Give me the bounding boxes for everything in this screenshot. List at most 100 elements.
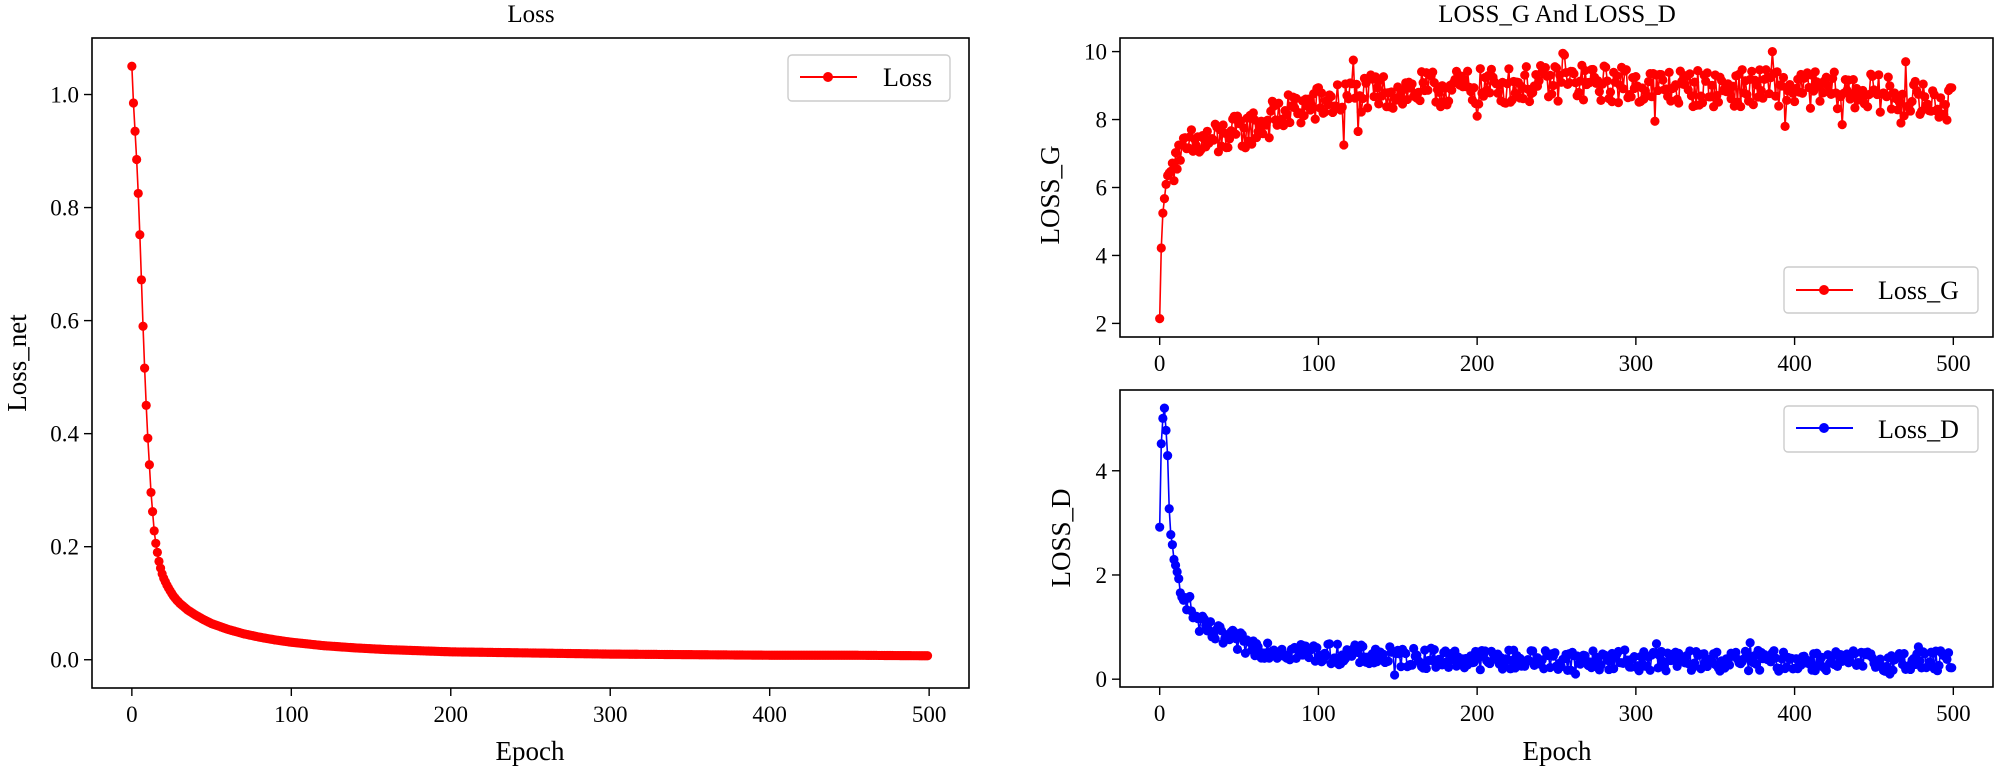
loss-g-data-point xyxy=(1156,243,1166,253)
loss-g-data-point xyxy=(1443,96,1454,106)
loss-g-data-point xyxy=(1736,101,1746,112)
loss-d-chart-x-label: Epoch xyxy=(1523,736,1592,766)
loss-d-data-point xyxy=(1324,639,1335,649)
loss-g-data-point xyxy=(1296,118,1306,128)
loss-g-data-point xyxy=(1837,120,1847,130)
loss-d-data-point xyxy=(1550,648,1560,658)
loss-d-data-point xyxy=(1661,666,1671,676)
loss-d-data-point xyxy=(1161,425,1171,435)
loss-g-data-point xyxy=(1883,72,1893,82)
loss-d-data-point xyxy=(1321,651,1331,661)
loss-d-legend-marker xyxy=(1819,423,1829,433)
loss-d-data-point xyxy=(1580,651,1590,661)
loss-g-data-point xyxy=(1588,64,1598,75)
loss-g-data-point xyxy=(1689,77,1700,87)
loss-d-data-point xyxy=(1528,646,1538,656)
y-tick-label: 0.6 xyxy=(50,309,79,334)
loss-g-data-point xyxy=(1320,107,1330,117)
x-tick-label: 0 xyxy=(1154,351,1166,376)
loss-chart-plot xyxy=(127,61,933,661)
loss-g-data-point xyxy=(1504,64,1514,74)
loss-g-data-point xyxy=(1774,101,1784,111)
loss-data-point xyxy=(130,126,140,136)
loss-g-data-point xyxy=(1485,88,1495,98)
y-tick-label: 6 xyxy=(1096,176,1108,201)
loss-chart-legend: Loss xyxy=(787,54,951,102)
loss-g-data-point xyxy=(1797,88,1808,98)
loss-g-data-point xyxy=(1363,103,1373,113)
loss-d-data-point xyxy=(1755,665,1765,675)
loss-d-chart-y-label: LOSS_D xyxy=(1046,488,1076,587)
loss-g-data-point xyxy=(1594,87,1604,97)
loss-g-data-point xyxy=(1155,314,1165,324)
loss-g-chart-title: LOSS_G And LOSS_D xyxy=(1438,1,1676,28)
loss-g-data-point xyxy=(1247,139,1257,149)
loss-g-chart-y-ticks: 2 4 6 8 10 xyxy=(1084,40,1120,336)
loss-g-data-point xyxy=(1172,164,1182,174)
loss-g-data-point xyxy=(1578,95,1589,105)
loss-d-data-point xyxy=(1858,661,1868,671)
loss-g-data-point xyxy=(1782,95,1792,105)
loss-d-data-point xyxy=(1194,626,1204,636)
loss-g-data-point xyxy=(1942,115,1952,125)
x-tick-label: 300 xyxy=(593,702,628,727)
loss-d-data-point xyxy=(1947,663,1957,673)
loss-g-data-point xyxy=(1307,101,1317,111)
loss-d-data-point xyxy=(1429,644,1439,655)
loss-g-data-point xyxy=(1686,91,1697,101)
loss-g-data-point xyxy=(1231,129,1241,139)
loss-d-data-point xyxy=(1155,522,1165,532)
loss-g-data-point xyxy=(1650,116,1660,126)
loss-d-data-point xyxy=(1210,634,1220,644)
loss-data-point xyxy=(149,526,159,536)
loss-g-data-point xyxy=(1832,104,1843,114)
loss-d-data-point xyxy=(1156,439,1166,449)
loss-g-data-point xyxy=(1186,125,1197,135)
loss-g-data-point xyxy=(1374,99,1384,109)
loss-g-data-point xyxy=(1239,123,1249,133)
x-tick-label: 500 xyxy=(1936,701,1971,726)
loss-g-data-point xyxy=(1169,176,1179,186)
loss-g-data-point xyxy=(1534,76,1544,86)
loss-g-data-point xyxy=(1707,80,1717,90)
loss-g-data-point xyxy=(1918,79,1928,89)
loss-g-data-point xyxy=(1613,98,1623,108)
loss-data-point xyxy=(127,61,137,71)
loss-g-data-point xyxy=(1282,109,1292,120)
loss-data-point xyxy=(146,487,156,498)
x-tick-label: 400 xyxy=(1777,351,1812,376)
loss-d-chart-legend-box xyxy=(1783,405,1979,453)
loss-d-data-point xyxy=(1185,591,1195,602)
loss-g-data-point xyxy=(1778,72,1789,83)
loss-g-data-point xyxy=(1936,93,1946,103)
loss-d-data-point xyxy=(1724,660,1735,670)
loss-g-data-point xyxy=(1848,75,1858,85)
loss-g-data-point xyxy=(1553,96,1563,106)
y-tick-label: 8 xyxy=(1096,108,1108,133)
x-tick-label: 100 xyxy=(1301,701,1336,726)
loss-g-data-point xyxy=(1223,142,1233,153)
loss-g-data-point xyxy=(1647,92,1657,102)
loss-series-line xyxy=(131,66,928,657)
loss-g-data-point xyxy=(1472,111,1482,121)
x-tick-label: 200 xyxy=(1460,701,1495,726)
x-tick-label: 100 xyxy=(1301,351,1336,376)
loss-d-data-point xyxy=(1396,662,1406,672)
loss-g-data-point xyxy=(1369,91,1379,102)
loss-g-data-point xyxy=(1248,108,1258,118)
loss-g-data-point xyxy=(1339,140,1349,150)
loss-data-point xyxy=(132,154,142,165)
loss-d-data-point xyxy=(1167,540,1177,550)
loss-g-data-point xyxy=(1159,194,1170,204)
loss-d-data-point xyxy=(1401,648,1411,659)
loss-d-data-point xyxy=(1159,403,1170,413)
loss-g-data-point xyxy=(1829,67,1839,77)
loss-g-data-point xyxy=(1326,91,1336,102)
loss-g-data-point xyxy=(1474,99,1484,109)
loss-g-data-point xyxy=(1907,96,1917,107)
loss-d-data-point xyxy=(1164,504,1174,514)
loss-g-data-point xyxy=(1551,63,1562,73)
loss-d-chart-y-ticks: 0 2 4 xyxy=(1096,459,1120,692)
loss-legend-label: Loss xyxy=(883,63,932,92)
loss-d-chart: 0 100 200 300 400 500 0 2 4 Epoch LOSS_D Loss_D xyxy=(1046,389,1994,766)
